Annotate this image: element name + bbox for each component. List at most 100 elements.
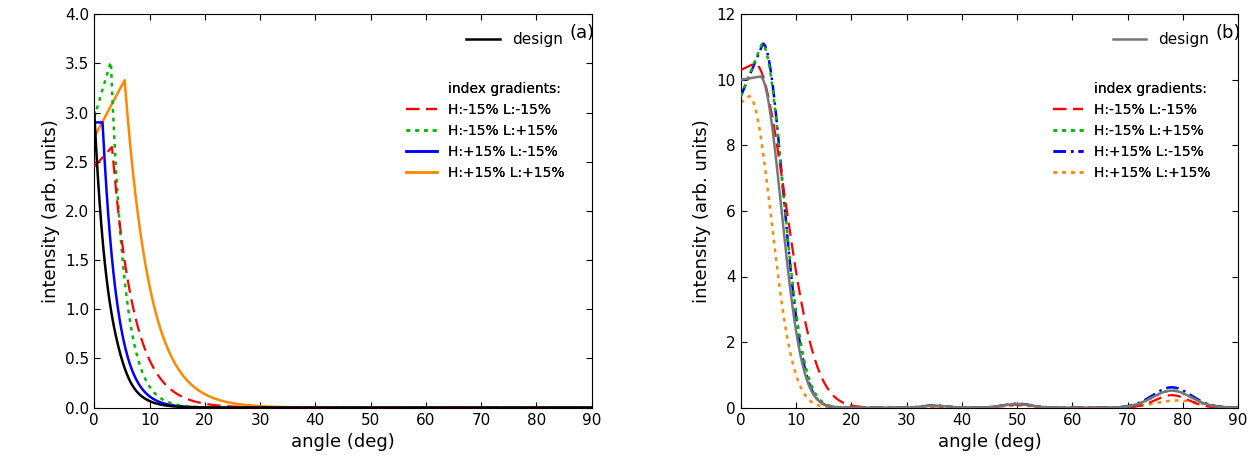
H:-15% L:-15% xyxy=(569,405,585,410)
design xyxy=(479,405,494,410)
H:-15% L:-15% xyxy=(104,144,119,150)
H:+15% L:+15% xyxy=(924,404,939,410)
H:-15% L:+15% xyxy=(103,59,118,65)
design xyxy=(112,349,127,355)
H:-15% L:-15% xyxy=(479,405,494,410)
design xyxy=(1221,405,1236,410)
H:-15% L:-15% xyxy=(585,405,600,410)
Line: H:-15% L:+15%: H:-15% L:+15% xyxy=(94,62,592,408)
H:+15% L:-15% xyxy=(945,404,960,410)
H:-15% L:-15% xyxy=(569,405,585,410)
H:+15% L:+15% xyxy=(1231,405,1246,410)
H:+15% L:+15% xyxy=(945,404,960,410)
H:+15% L:-15% xyxy=(733,93,748,99)
Text: (a): (a) xyxy=(569,24,595,42)
Y-axis label: intensity (arb. units): intensity (arb. units) xyxy=(693,119,711,303)
H:+15% L:-15% xyxy=(585,405,600,410)
H:-15% L:+15% xyxy=(87,115,102,120)
H:-15% L:+15% xyxy=(569,405,585,410)
Line: H:-15% L:-15%: H:-15% L:-15% xyxy=(94,147,592,408)
Line: H:-15% L:-15%: H:-15% L:-15% xyxy=(740,64,1238,408)
H:+15% L:-15% xyxy=(791,326,806,331)
Line: H:+15% L:+15%: H:+15% L:+15% xyxy=(740,96,1238,408)
H:+15% L:-15% xyxy=(871,405,886,410)
design xyxy=(328,405,343,410)
H:+15% L:+15% xyxy=(742,93,757,99)
H:-15% L:+15% xyxy=(754,41,769,46)
H:-15% L:-15% xyxy=(316,405,331,410)
H:-15% L:+15% xyxy=(329,405,344,410)
H:+15% L:-15% xyxy=(112,317,127,322)
H:+15% L:+15% xyxy=(112,87,127,92)
design xyxy=(316,405,331,410)
H:+15% L:-15% xyxy=(1168,385,1183,391)
H:+15% L:+15% xyxy=(316,405,331,410)
H:-15% L:-15% xyxy=(1079,405,1094,410)
H:+15% L:-15% xyxy=(479,405,494,410)
H:-15% L:+15% xyxy=(569,405,585,410)
H:-15% L:+15% xyxy=(1231,405,1246,410)
design xyxy=(733,77,748,82)
H:+15% L:-15% xyxy=(569,405,585,410)
H:+15% L:-15% xyxy=(569,405,585,410)
H:-15% L:+15% xyxy=(1221,405,1236,410)
Y-axis label: intensity (arb. units): intensity (arb. units) xyxy=(41,119,59,303)
design xyxy=(945,404,960,410)
H:+15% L:-15% xyxy=(924,402,939,408)
H:+15% L:+15% xyxy=(865,405,880,410)
H:+15% L:+15% xyxy=(791,377,806,383)
X-axis label: angle (deg): angle (deg) xyxy=(938,433,1041,451)
Legend: index gradients:, H:-15% L:-15%, H:-15% L:+15%, H:+15% L:-15%, H:+15% L:+15%: index gradients:, H:-15% L:-15%, H:-15% … xyxy=(1047,76,1217,185)
Line: H:+15% L:+15%: H:+15% L:+15% xyxy=(94,80,592,408)
design xyxy=(569,405,585,410)
H:+15% L:+15% xyxy=(329,405,344,410)
H:-15% L:-15% xyxy=(945,404,960,410)
H:+15% L:+15% xyxy=(569,405,585,410)
X-axis label: angle (deg): angle (deg) xyxy=(292,433,395,451)
H:+15% L:+15% xyxy=(117,77,132,83)
H:-15% L:-15% xyxy=(112,223,127,228)
H:+15% L:+15% xyxy=(820,404,835,410)
H:-15% L:-15% xyxy=(791,279,806,284)
H:-15% L:-15% xyxy=(1231,405,1246,410)
H:-15% L:+15% xyxy=(791,320,806,326)
H:-15% L:-15% xyxy=(1168,392,1183,398)
H:-15% L:+15% xyxy=(316,405,331,410)
H:-15% L:-15% xyxy=(924,403,939,409)
H:+15% L:-15% xyxy=(755,41,771,46)
H:-15% L:-15% xyxy=(820,385,835,391)
Legend: index gradients:, H:-15% L:-15%, H:-15% L:+15%, H:+15% L:-15%, H:+15% L:+15%: index gradients:, H:-15% L:-15%, H:-15% … xyxy=(401,76,569,185)
Text: (b): (b) xyxy=(1216,24,1241,42)
H:+15% L:-15% xyxy=(1231,405,1246,410)
H:-15% L:+15% xyxy=(945,404,960,410)
H:-15% L:-15% xyxy=(747,61,762,66)
H:+15% L:+15% xyxy=(569,405,585,410)
Line: design: design xyxy=(740,76,1238,408)
H:+15% L:+15% xyxy=(1168,398,1183,403)
Line: H:+15% L:-15%: H:+15% L:-15% xyxy=(740,44,1238,408)
design xyxy=(585,405,600,410)
H:-15% L:+15% xyxy=(733,93,748,99)
design xyxy=(1231,405,1246,410)
Line: H:-15% L:+15%: H:-15% L:+15% xyxy=(740,44,1238,408)
H:+15% L:-15% xyxy=(1221,404,1236,410)
H:-15% L:-15% xyxy=(329,405,344,410)
H:+15% L:-15% xyxy=(328,405,343,410)
Line: H:+15% L:-15%: H:+15% L:-15% xyxy=(94,122,592,408)
H:-15% L:+15% xyxy=(585,405,600,410)
H:+15% L:+15% xyxy=(733,100,748,106)
design xyxy=(569,405,585,410)
H:-15% L:+15% xyxy=(112,225,127,231)
H:+15% L:-15% xyxy=(820,403,835,409)
H:-15% L:-15% xyxy=(87,164,102,170)
H:-15% L:+15% xyxy=(874,405,889,410)
H:+15% L:-15% xyxy=(87,119,102,125)
H:+15% L:+15% xyxy=(479,405,494,410)
design xyxy=(874,405,889,410)
Line: design: design xyxy=(94,112,592,408)
design xyxy=(87,109,102,115)
H:-15% L:+15% xyxy=(924,403,939,409)
H:-15% L:+15% xyxy=(820,402,835,408)
H:+15% L:+15% xyxy=(1221,404,1236,410)
design xyxy=(753,73,768,79)
